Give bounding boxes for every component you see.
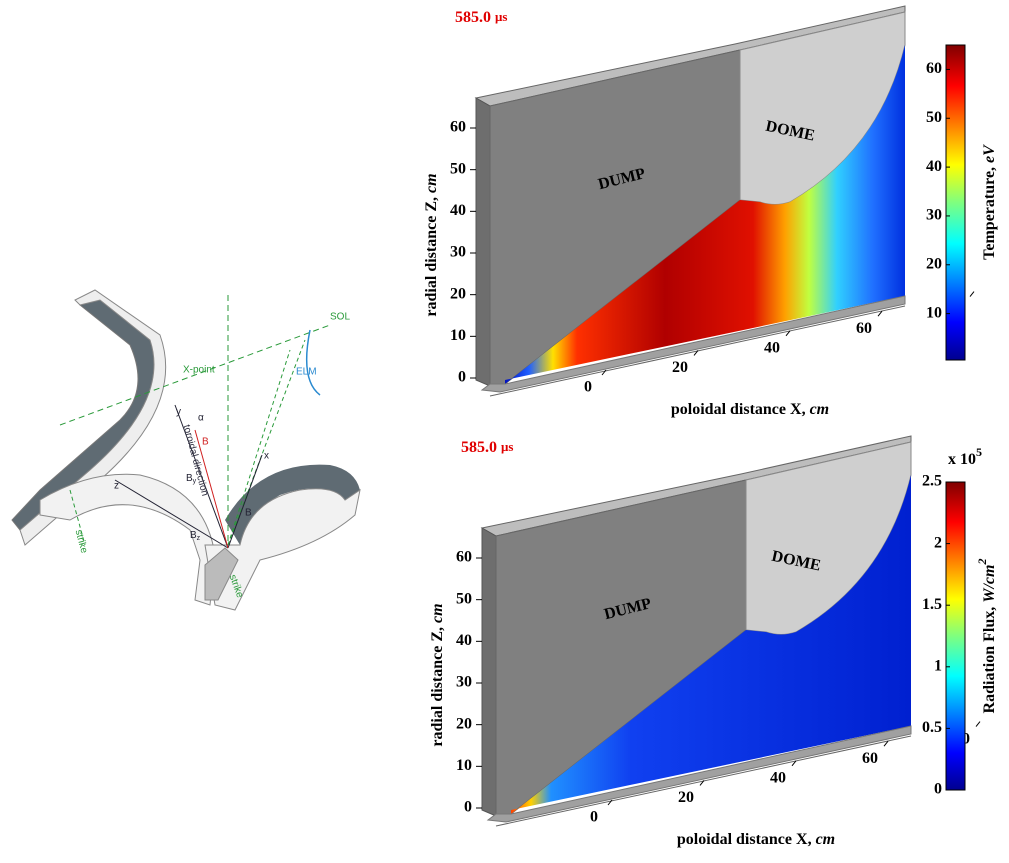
- x-tick-label: 20: [678, 789, 694, 806]
- x-axis-label: poloidal distance X,cm: [677, 831, 835, 848]
- time-label: 585.0 μs: [455, 9, 507, 26]
- y-tick-label: 20: [456, 715, 472, 732]
- y-axis-label-text: radial distance Z,: [423, 197, 440, 317]
- y-tick-label: 0: [458, 369, 466, 386]
- y-axis-unit: cm: [429, 603, 446, 623]
- time-label: 585.0 μs: [461, 439, 513, 456]
- y-tick-label: 30: [450, 244, 466, 261]
- y-tick-label: 20: [450, 285, 466, 302]
- br-label: B: [245, 508, 252, 519]
- y-tick-label: 0: [464, 799, 472, 816]
- time-unit: μs: [501, 439, 513, 454]
- sol-label: SOL: [330, 312, 350, 323]
- time-value: 585.0: [461, 439, 497, 456]
- colorbar-tick-label: 2: [934, 534, 942, 551]
- z-label: z: [114, 481, 119, 492]
- x-axis-label-text: poloidal distance X,: [671, 401, 806, 418]
- x-tick-label: 60: [856, 320, 872, 337]
- colorbar-tick-label: 0.5: [922, 719, 942, 736]
- slab-side: [476, 98, 490, 386]
- colorbar-tick-label: 50: [926, 109, 942, 126]
- strike-left-label: strike: [73, 529, 90, 555]
- elm-label: ELM: [296, 367, 317, 378]
- x-label: x: [264, 451, 269, 462]
- figure: SOL X-point ELM y x z α toroidal directi…: [0, 0, 1009, 858]
- colorbar-unit: W/cm: [981, 565, 998, 603]
- colorbar-label: Temperature, eV: [981, 144, 998, 260]
- y-tick-label: 60: [450, 119, 466, 136]
- colorbar: 10 20 30 40 50 60 Temperature, eV: [926, 45, 998, 360]
- colorbar-tick-label: 10: [926, 304, 942, 321]
- time-unit: μs: [495, 9, 507, 24]
- multiplier-exp: 5: [976, 445, 982, 459]
- y-axis-label: radial distance Z, cm: [429, 603, 446, 746]
- y-tick-label: 40: [456, 632, 472, 649]
- colorbar-label-text: Radiation Flux,: [981, 607, 998, 714]
- y-tick-label: 60: [456, 549, 472, 566]
- colorbar-unit-exp: 2: [975, 559, 989, 566]
- b-label: B: [202, 437, 209, 448]
- x-axis-label-text: poloidal distance X,: [677, 831, 812, 848]
- y-axis-unit: cm: [423, 173, 440, 193]
- colorbar-tick-label: 2.5: [922, 473, 942, 490]
- divertor-diagram: SOL X-point ELM y x z α toroidal directi…: [12, 290, 360, 610]
- colorbar-unit: eV: [981, 144, 998, 163]
- x-tick: [602, 370, 606, 375]
- bz-sub: z: [197, 535, 201, 542]
- by-sub: y: [193, 478, 197, 485]
- y-tick-label: 40: [450, 202, 466, 219]
- x-tick: [970, 292, 974, 297]
- panel: 585.0 μs 0 10 20 30 40 50 60 radial distance Z, cm…: [423, 6, 974, 418]
- dome-body: [40, 474, 215, 605]
- y-tick-label: 10: [456, 757, 472, 774]
- x-tick-label: 20: [672, 359, 688, 376]
- x-axis-label: poloidal distance X,cm: [671, 401, 829, 418]
- colorbar-ramp: [946, 45, 965, 360]
- y-tick-label: 30: [456, 674, 472, 691]
- y-axis-label-text: radial distance Z,: [429, 627, 446, 747]
- y-tick-label: 50: [450, 160, 466, 177]
- y-label: y: [176, 407, 181, 418]
- slab-side: [482, 528, 496, 816]
- x-tick-label: 40: [764, 339, 780, 356]
- toroidal-label: toroidal direction: [181, 424, 211, 498]
- colorbar-tick-label: 0: [934, 781, 942, 798]
- multiplier-text: x 10: [948, 451, 976, 468]
- x-axis-unit: cm: [816, 831, 836, 848]
- x-point-label: X-point: [183, 365, 215, 376]
- x-tick-label: 0: [584, 379, 592, 396]
- colorbar-tick-label: 40: [926, 158, 942, 175]
- x-tick-label: 40: [770, 769, 786, 786]
- colorbar-label-text: Temperature,: [981, 167, 998, 260]
- x-tick-label: 60: [862, 750, 878, 767]
- colorbar-ramp: [946, 482, 965, 790]
- x-tick-label: 0: [590, 809, 598, 826]
- y-tick-label: 50: [456, 590, 472, 607]
- alpha-label: α: [198, 413, 204, 424]
- elm-curve: [307, 330, 320, 395]
- y-tick-label: 10: [450, 327, 466, 344]
- y-axis-label: radial distance Z, cm: [423, 173, 440, 316]
- colorbar-tick-label: 1.5: [922, 596, 942, 613]
- colorbar-multiplier: x 105: [948, 445, 982, 468]
- x-tick: [608, 800, 612, 805]
- colorbar-tick-label: 60: [926, 60, 942, 77]
- x-tick: [976, 722, 980, 727]
- colorbar-tick-label: 30: [926, 207, 942, 224]
- colorbar-label: Radiation Flux, W/cm2: [975, 559, 998, 714]
- time-value: 585.0: [455, 9, 491, 26]
- colorbar-tick-label: 1: [934, 657, 942, 674]
- x-axis-unit: cm: [810, 401, 830, 418]
- colorbar-tick-label: 20: [926, 255, 942, 272]
